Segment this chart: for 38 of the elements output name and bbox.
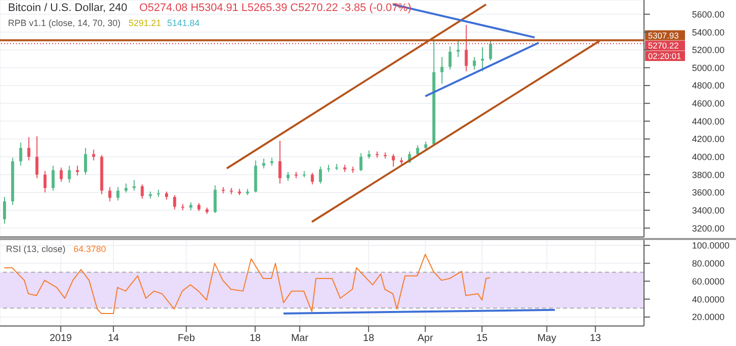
text: RSI (13, close) (6, 244, 66, 254)
y-tick-label: 3400.00 (692, 205, 725, 216)
chart-title: Bitcoin / U.S. Dollar, 240 (8, 2, 128, 14)
x-tick-label: 14 (108, 333, 120, 344)
y-tick-label: 80.0000 (692, 258, 725, 268)
y-tick-label: 5200.00 (692, 45, 725, 56)
y-tick-label: 4800.00 (692, 80, 725, 91)
text: 02:20:01 (645, 51, 685, 61)
x-tick-label: 18 (250, 333, 262, 344)
y-tick-label: 3200.00 (692, 223, 725, 234)
annotation: 5141.84 (167, 18, 200, 28)
y-tick-label: 4000.00 (692, 152, 725, 162)
x-tick-label: Feb (178, 333, 196, 344)
x-tick-label: 15 (476, 333, 488, 344)
annotation: 64.3780 (74, 244, 106, 254)
x-tick-label: May (537, 333, 556, 344)
y-tick-label: 5600.00 (692, 9, 725, 20)
y-tick-label: 20.0000 (692, 312, 725, 322)
y-tick-label: 60.0000 (692, 276, 725, 286)
y-tick-label: 4400.00 (692, 116, 725, 126)
x-tick-label: Mar (291, 333, 309, 344)
y-tick-label: 5000.00 (692, 62, 725, 73)
annotation: 5291.21 (128, 18, 162, 28)
ref-line-label: 5270.22 (648, 40, 679, 51)
y-tick-label: 5400.00 (692, 27, 725, 38)
y-tick-label: 40.0000 (692, 294, 725, 304)
text: O5274.08 H5304.91 L5265.39 C5270.22 -3.85 (-0.07%) (139, 2, 412, 14)
x-tick-label: 13 (590, 333, 602, 344)
ref-line-label: 5307.93 (648, 30, 679, 40)
y-tick-label: 4200.00 (692, 134, 725, 144)
annotation: RPB v1.1 (close, 14, 70, 30) (8, 18, 121, 28)
y-tick-label: 3800.00 (692, 170, 725, 180)
x-tick-label: 2019 (50, 333, 72, 344)
x-tick-label: 18 (363, 333, 375, 344)
y-tick-label: 4600.00 (692, 98, 725, 109)
y-tick-label: 100.0000 (692, 240, 730, 251)
x-tick-label: Apr (418, 333, 434, 344)
y-tick-label: 3600.00 (692, 188, 725, 198)
